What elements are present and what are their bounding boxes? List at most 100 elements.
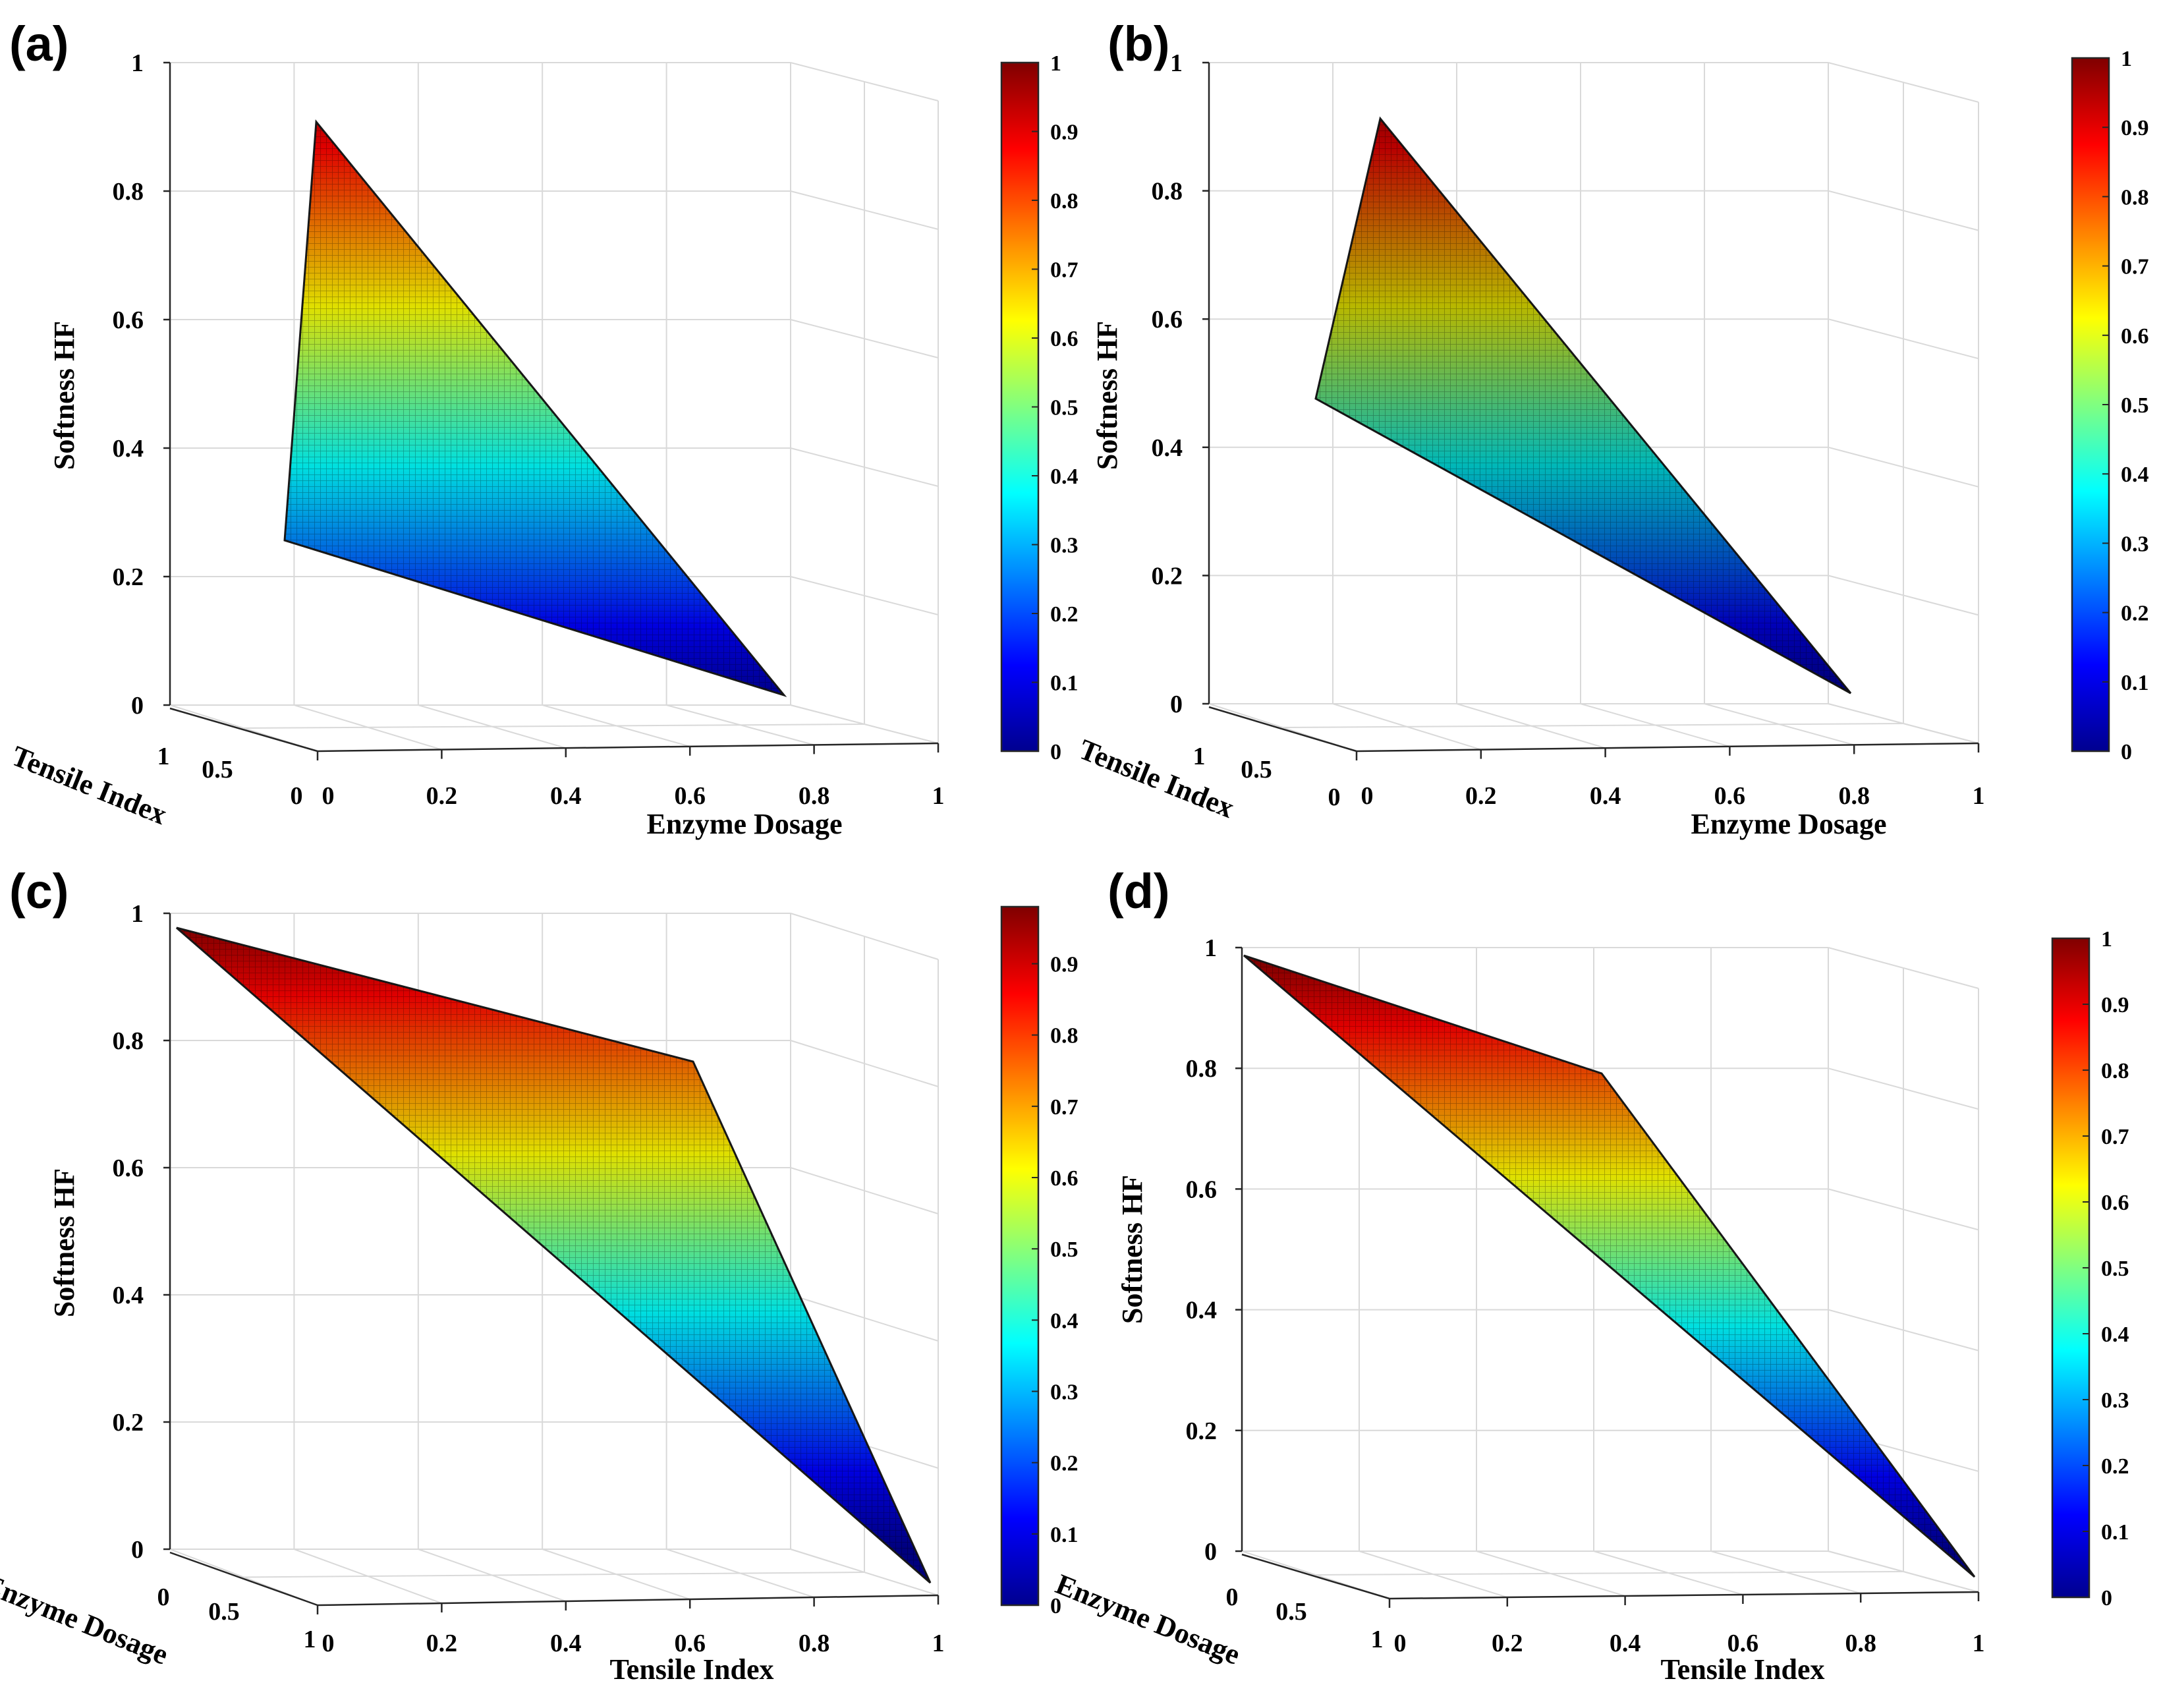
z-tick-label: 0.8 — [113, 1027, 144, 1055]
z-tick-label: 0.8 — [1152, 178, 1183, 206]
colorbar-tick-label: 0.9 — [2101, 993, 2129, 1017]
x-tick-label: 0.8 — [1838, 782, 1870, 810]
panel-label: (a) — [9, 16, 69, 71]
surface-shade — [285, 122, 784, 695]
y-tick-label: 0 — [157, 1583, 170, 1611]
z-tick-label: 0.2 — [1152, 562, 1183, 590]
x-axis-line — [1389, 1591, 1979, 1600]
colorbar-tick-label: 0.6 — [1050, 1166, 1079, 1191]
colorbar-tick-label: 0.5 — [1050, 396, 1079, 420]
x-tick-label: 0.6 — [1714, 782, 1746, 810]
z-axis-title: Softness HF — [1091, 321, 1123, 470]
y-tick-label: 0.5 — [1241, 756, 1272, 783]
colorbar-tick-label: 0.2 — [2121, 602, 2149, 626]
x-tick-label: 0.8 — [799, 782, 830, 810]
colorbar-tick-label: 0 — [1050, 1594, 1061, 1618]
y-tick-label: 1 — [1193, 743, 1206, 770]
gridline — [243, 724, 865, 729]
y-axis-line — [1208, 706, 1357, 753]
chart-panel: (c)00.20.40.60.810 0.2 0.4 0.6 0.8 100.51Soft… — [0, 864, 1079, 1686]
y-tick-label: 1 — [1371, 1626, 1384, 1653]
chart-panel: (d)00.20.40.60.810 0.2 0.4 0.6 0.8 100.51Soft… — [1052, 864, 2129, 1686]
colorbar-tick-label: 0.9 — [1050, 953, 1079, 977]
x-tick-label: 0 — [322, 1630, 335, 1657]
y-axis-title: Tensile Index — [7, 739, 171, 831]
z-tick-label: 0.6 — [1186, 1176, 1218, 1203]
colorbar — [1000, 905, 1040, 1607]
x-tick-label: 0.4 — [1610, 1630, 1641, 1657]
x-tick-label: 0.6 — [674, 1630, 706, 1657]
y-tick-label: 0 — [1328, 783, 1341, 811]
y-axis-line — [169, 1551, 318, 1607]
surface-mesh — [1244, 955, 1975, 1577]
colorbar-tick-label: 0.6 — [2101, 1191, 2129, 1215]
x-tick-label: 0.4 — [550, 1630, 582, 1657]
colorbar-tick-label: 0.8 — [1050, 189, 1079, 214]
colorbar-tick-label: 0.1 — [2101, 1520, 2129, 1545]
x-tick-label: 0.2 — [1465, 782, 1497, 810]
colorbar-tick-label: 0 — [2121, 740, 2132, 764]
y-axis-title: Enzyme Dosage — [0, 1568, 173, 1671]
y-tick-label: 0.5 — [202, 756, 233, 783]
x-tick-label: 0.4 — [550, 782, 582, 810]
z-tick-label: 1 — [1204, 934, 1217, 962]
colorbar-tick-label: 0.2 — [2101, 1454, 2129, 1479]
x-axis-line — [1356, 742, 1979, 753]
x-tick-label: 0 — [1394, 1630, 1407, 1657]
gridline — [1282, 723, 1904, 728]
colorbar-tick-label: 0.9 — [2121, 116, 2149, 140]
colorbar-tick-label: 0.4 — [2121, 463, 2149, 487]
y-tick-label: 0.5 — [208, 1598, 240, 1626]
z-tick-label: 0.2 — [1186, 1417, 1218, 1445]
x-axis-title: Tensile Index — [609, 1653, 773, 1686]
x-tick-label: 1 — [932, 782, 945, 810]
colorbar-tick-label: 0 — [2101, 1586, 2112, 1610]
colorbar-tick-label: 0.8 — [1050, 1024, 1079, 1048]
x-tick-label: 0.8 — [799, 1630, 830, 1657]
colorbar-tick-label: 0.1 — [1050, 1523, 1079, 1547]
y-axis-line — [1241, 1553, 1390, 1600]
colorbar-tick-label: 0.6 — [1050, 327, 1079, 351]
y-axis-title: Enzyme Dosage — [1052, 1568, 1245, 1671]
z-tick-label: 0.2 — [113, 1409, 144, 1437]
z-tick-label: 0 — [1170, 691, 1183, 718]
y-axis-title: Tensile Index — [1075, 733, 1239, 824]
colorbar-tick-label: 1 — [2121, 47, 2132, 71]
colorbar-tick-label: 0.3 — [1050, 534, 1079, 558]
x-tick-label: 1 — [932, 1630, 945, 1657]
x-tick-label: 0.2 — [426, 1630, 458, 1657]
surface-mesh — [285, 122, 784, 695]
panel-label: (c) — [9, 864, 69, 919]
z-tick-label: 0 — [131, 1536, 144, 1564]
colorbar-tick-label: 0.1 — [1050, 671, 1079, 696]
surface-shade — [1316, 119, 1851, 693]
z-axis-title: Softness HF — [1116, 1175, 1148, 1324]
gridline — [1315, 1571, 1904, 1576]
surface-mesh — [177, 928, 930, 1583]
z-tick-label: 0.6 — [113, 1154, 144, 1182]
x-tick-label: 0 — [322, 782, 335, 810]
panel-label: (b) — [1108, 16, 1170, 71]
x-tick-label: 1 — [1973, 1630, 1985, 1657]
z-tick-label: 0.6 — [113, 306, 144, 334]
colorbar-tick-label: 0.4 — [2101, 1323, 2129, 1347]
y-tick-label: 0 — [291, 782, 303, 810]
y-tick-label: 1 — [304, 1626, 316, 1653]
panel-label: (d) — [1108, 864, 1170, 919]
colorbar-tick-label: 0.3 — [2121, 532, 2149, 556]
surface-mesh — [1316, 119, 1851, 693]
colorbar-tick-label: 0.7 — [1050, 1095, 1079, 1120]
colorbar-tick-label: 0.2 — [1050, 1452, 1079, 1476]
colorbar-tick-label: 0.3 — [2101, 1388, 2129, 1413]
z-tick-label: 0.4 — [113, 1282, 144, 1309]
x-tick-label: 1 — [1973, 782, 1985, 810]
z-tick-label: 0 — [1204, 1538, 1217, 1566]
y-axis-line — [169, 707, 318, 753]
colorbar-tick-label: 0.7 — [2121, 255, 2149, 279]
x-axis-title: Enzyme Dosage — [647, 808, 843, 840]
colorbar-tick-label: 0.7 — [2101, 1125, 2129, 1149]
y-tick-label: 0.5 — [1276, 1598, 1307, 1626]
x-tick-label: 0.6 — [674, 782, 706, 810]
x-tick-label: 0.6 — [1727, 1630, 1759, 1657]
